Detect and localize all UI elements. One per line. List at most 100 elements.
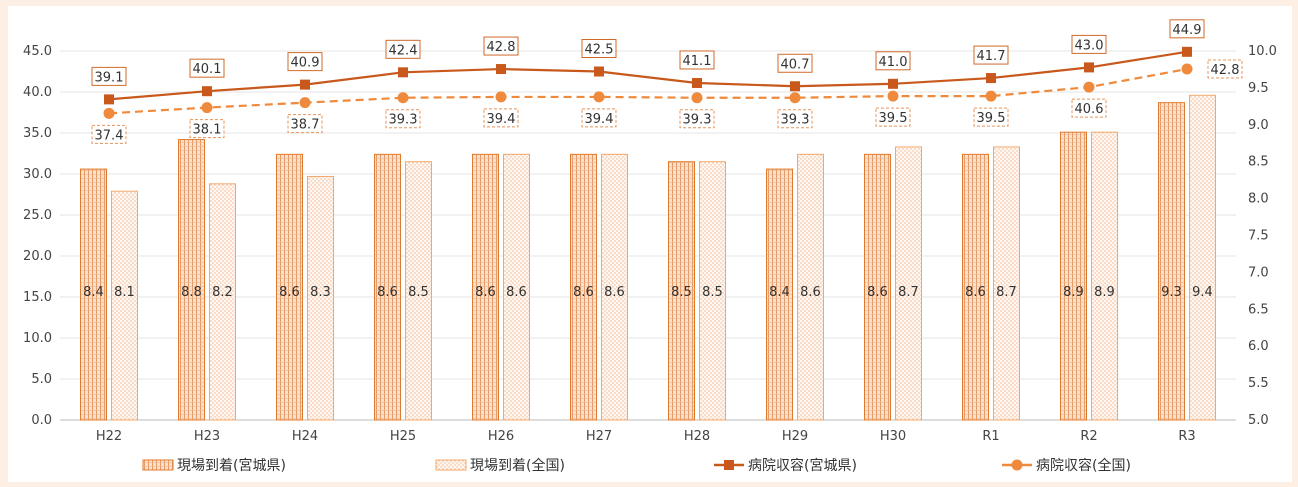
- chart-frame: 8.4 8.8 8.6 8.6 8.6 8.6 8.5 8.4 8.6 8.6 8.9 9.3 8.1 8…: [8, 6, 1292, 482]
- line-label-box: [581, 39, 617, 58]
- line-data-label: 39.3: [389, 113, 418, 128]
- left-tick-label: 35.0: [23, 126, 52, 141]
- series-line-miyagi: [108, 50, 1188, 101]
- bar-data-label: 8.5: [702, 285, 723, 300]
- line-label-box: [287, 114, 323, 134]
- combo-chart: 8.4 8.8 8.6 8.6 8.6 8.6 8.5 8.4 8.6 8.6 8.9 9.3 8.1 8…: [23, 19, 1277, 474]
- legend-label: 現場到着(宮城県): [177, 458, 286, 474]
- bar-data-label: 8.4: [83, 285, 104, 300]
- bar: [895, 146, 922, 421]
- bar-data-label: 8.9: [1063, 285, 1084, 300]
- bar: [570, 153, 597, 421]
- line-point: [104, 94, 114, 105]
- line-point: [986, 73, 996, 84]
- bar-data-label: 9.4: [1192, 285, 1213, 300]
- line-data-label: 39.3: [683, 113, 712, 128]
- bar: [1060, 131, 1087, 421]
- line-data-label: 42.8: [1211, 63, 1240, 78]
- x-tick-label: H29: [782, 429, 808, 444]
- bar-data-label: 8.6: [867, 285, 888, 300]
- line-label-box: [581, 108, 617, 128]
- bar: [374, 153, 401, 421]
- left-tick-label: 45.0: [23, 44, 52, 59]
- line-label-box: [189, 58, 225, 78]
- legend-swatch-marker: [1011, 459, 1023, 471]
- bar: [601, 153, 628, 421]
- legend-swatch: [435, 459, 467, 471]
- line-point: [594, 66, 604, 77]
- line-label-box: [777, 53, 813, 73]
- bar: [209, 183, 236, 421]
- line-point: [985, 90, 997, 102]
- x-tick-label: H23: [194, 429, 220, 444]
- right-tick-label: 8.5: [1248, 155, 1269, 170]
- right-tick-label: 5.0: [1248, 413, 1269, 428]
- x-tick-label: H26: [488, 429, 514, 444]
- line-data-label: 39.3: [781, 113, 810, 128]
- bar: [472, 153, 499, 421]
- line-data-label: 44.9: [1173, 23, 1202, 38]
- line-label-box: [973, 107, 1009, 127]
- lines: [103, 46, 1193, 119]
- line-label-box: [1071, 98, 1107, 118]
- line-data-label: 41.0: [879, 55, 908, 70]
- line-point: [789, 92, 801, 104]
- bar-data-label: 8.6: [573, 285, 594, 300]
- line-point: [398, 67, 408, 78]
- line-point: [1182, 46, 1192, 57]
- left-tick-label: 0.0: [31, 413, 52, 428]
- bar: [668, 161, 695, 421]
- bar: [864, 153, 891, 421]
- left-tick-label: 20.0: [23, 249, 52, 264]
- line-point: [1083, 81, 1095, 93]
- left-tick-label: 25.0: [23, 208, 52, 223]
- line-point: [888, 78, 898, 89]
- line-data-label: 41.1: [683, 54, 712, 69]
- line-point: [299, 97, 311, 109]
- line-data-label: 37.4: [95, 128, 124, 143]
- line-point: [1084, 62, 1094, 73]
- legend-swatch: [142, 459, 174, 471]
- x-tick-label: R1: [982, 429, 999, 444]
- bar-data-label: 8.7: [996, 285, 1017, 300]
- left-tick-label: 15.0: [23, 290, 52, 305]
- line-label-box: [91, 66, 127, 86]
- line-point: [202, 86, 212, 97]
- line-point: [495, 91, 507, 103]
- right-tick-label: 6.5: [1248, 302, 1269, 317]
- right-tick-label: 9.0: [1248, 118, 1269, 133]
- bars: [80, 94, 1216, 421]
- bar-data-label: 8.9: [1094, 285, 1115, 300]
- line-label-box: [385, 109, 421, 129]
- bar-data-label: 8.7: [898, 285, 919, 300]
- legend-label: 現場到着(全国): [470, 457, 565, 474]
- bar: [405, 161, 432, 421]
- line-data-label: 42.4: [389, 43, 418, 58]
- bar-data-label: 8.4: [769, 285, 790, 300]
- bar: [1158, 102, 1185, 421]
- line-point: [496, 64, 506, 75]
- bar-data-label: 8.6: [279, 285, 300, 300]
- bar: [993, 146, 1020, 421]
- bar: [699, 161, 726, 421]
- bar: [111, 190, 138, 421]
- line-point: [593, 91, 605, 103]
- bar-data-label: 8.6: [506, 285, 527, 300]
- line-point: [887, 90, 899, 102]
- data-labels: 8.4 8.8 8.6 8.6 8.6 8.6 8.5 8.4 8.6 8.6 8.9 9.3 8.1 8…: [83, 19, 1243, 300]
- left-tick-label: 30.0: [23, 167, 52, 182]
- left-tick-label: 10.0: [23, 331, 52, 346]
- bar-data-label: 8.6: [604, 285, 625, 300]
- x-tick-label: H22: [96, 429, 122, 444]
- line-label-box: [679, 50, 715, 70]
- bar-data-label: 8.5: [408, 285, 429, 300]
- bar-data-label: 8.5: [671, 285, 692, 300]
- right-tick-label: 6.0: [1248, 339, 1269, 354]
- line-data-label: 39.4: [487, 112, 516, 127]
- line-point: [790, 81, 800, 92]
- x-tick-label: H28: [684, 429, 710, 444]
- x-tick-label: R2: [1080, 429, 1097, 444]
- line-point: [1181, 63, 1193, 75]
- bar-data-label: 8.6: [965, 285, 986, 300]
- x-tick-label: H25: [390, 429, 416, 444]
